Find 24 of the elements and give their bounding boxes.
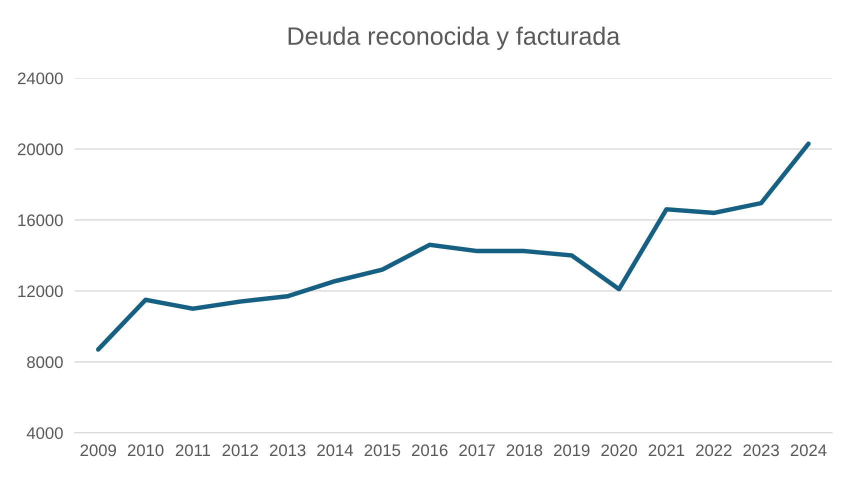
x-tick-label: 2021 bbox=[648, 444, 684, 456]
x-tick-label: 2010 bbox=[128, 444, 164, 456]
y-tick-label: 20000 bbox=[18, 143, 63, 156]
x-tick-label: 2012 bbox=[222, 444, 258, 456]
x-tick-label: 2023 bbox=[743, 444, 779, 456]
x-tick-label: 2013 bbox=[270, 444, 306, 456]
x-tick-label: 2015 bbox=[364, 444, 400, 456]
y-tick-label: 4000 bbox=[26, 427, 63, 440]
x-tick-label: 2018 bbox=[506, 444, 542, 456]
line-series bbox=[96, 141, 811, 352]
y-tick-label: 16000 bbox=[18, 214, 63, 226]
x-tick-label: 2009 bbox=[80, 444, 116, 456]
x-tick-label: 2011 bbox=[176, 444, 210, 456]
x-tick-label: 2019 bbox=[554, 444, 590, 456]
x-tick-label: 2022 bbox=[696, 444, 732, 456]
y-tick-label: 12000 bbox=[18, 285, 63, 298]
chart-title: Deuda reconocida y facturada bbox=[288, 26, 620, 50]
x-tick-label: 2024 bbox=[790, 444, 827, 456]
x-tick-label: 2014 bbox=[317, 444, 354, 456]
y-tick-label: 8000 bbox=[27, 356, 63, 368]
x-tick-label: 2020 bbox=[601, 444, 637, 456]
x-tick-label: 2017 bbox=[459, 444, 495, 456]
x-tick-label: 2016 bbox=[412, 444, 448, 456]
y-tick-label: 24000 bbox=[18, 72, 63, 84]
